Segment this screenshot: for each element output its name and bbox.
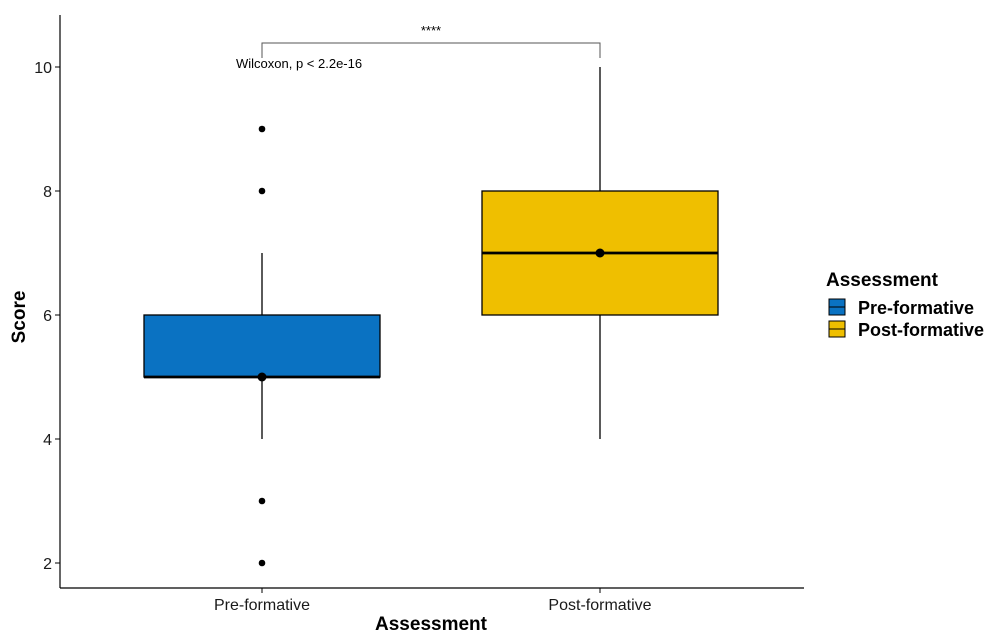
mean-point	[595, 248, 605, 258]
x-axis-title: Assessment	[375, 614, 488, 632]
mean-point	[257, 372, 267, 382]
outlier-point	[258, 187, 266, 195]
x-tick-label: Pre-formative	[214, 597, 310, 614]
legend-label-post-formative: Post-formative	[858, 320, 984, 340]
y-tick-label: 4	[43, 432, 52, 449]
legend-item-pre-formative: Pre-formative	[828, 298, 974, 318]
plot-area: 2 4 6 8 10 Pre-formative Post-formative	[34, 15, 804, 614]
significance-stars: ****	[421, 23, 441, 38]
y-tick-label: 6	[43, 308, 52, 325]
y-tick-label: 8	[43, 184, 52, 201]
x-tick-label: Post-formative	[548, 597, 651, 614]
outlier-point	[258, 125, 266, 133]
legend-title: Assessment	[826, 270, 939, 291]
legend-label-pre-formative: Pre-formative	[858, 298, 974, 318]
outlier-point	[258, 559, 266, 567]
outlier-point	[258, 497, 266, 505]
y-axis-title: Score	[9, 291, 30, 344]
legend-item-post-formative: Post-formative	[828, 320, 984, 340]
test-annotation: Wilcoxon, p < 2.2e-16	[236, 56, 362, 71]
legend: Assessment Pre-formative Post-formative	[826, 270, 984, 340]
y-tick-label: 10	[34, 60, 52, 77]
box-pre-formative	[143, 314, 381, 378]
y-tick-label: 2	[43, 556, 52, 573]
significance-bracket	[261, 42, 601, 58]
